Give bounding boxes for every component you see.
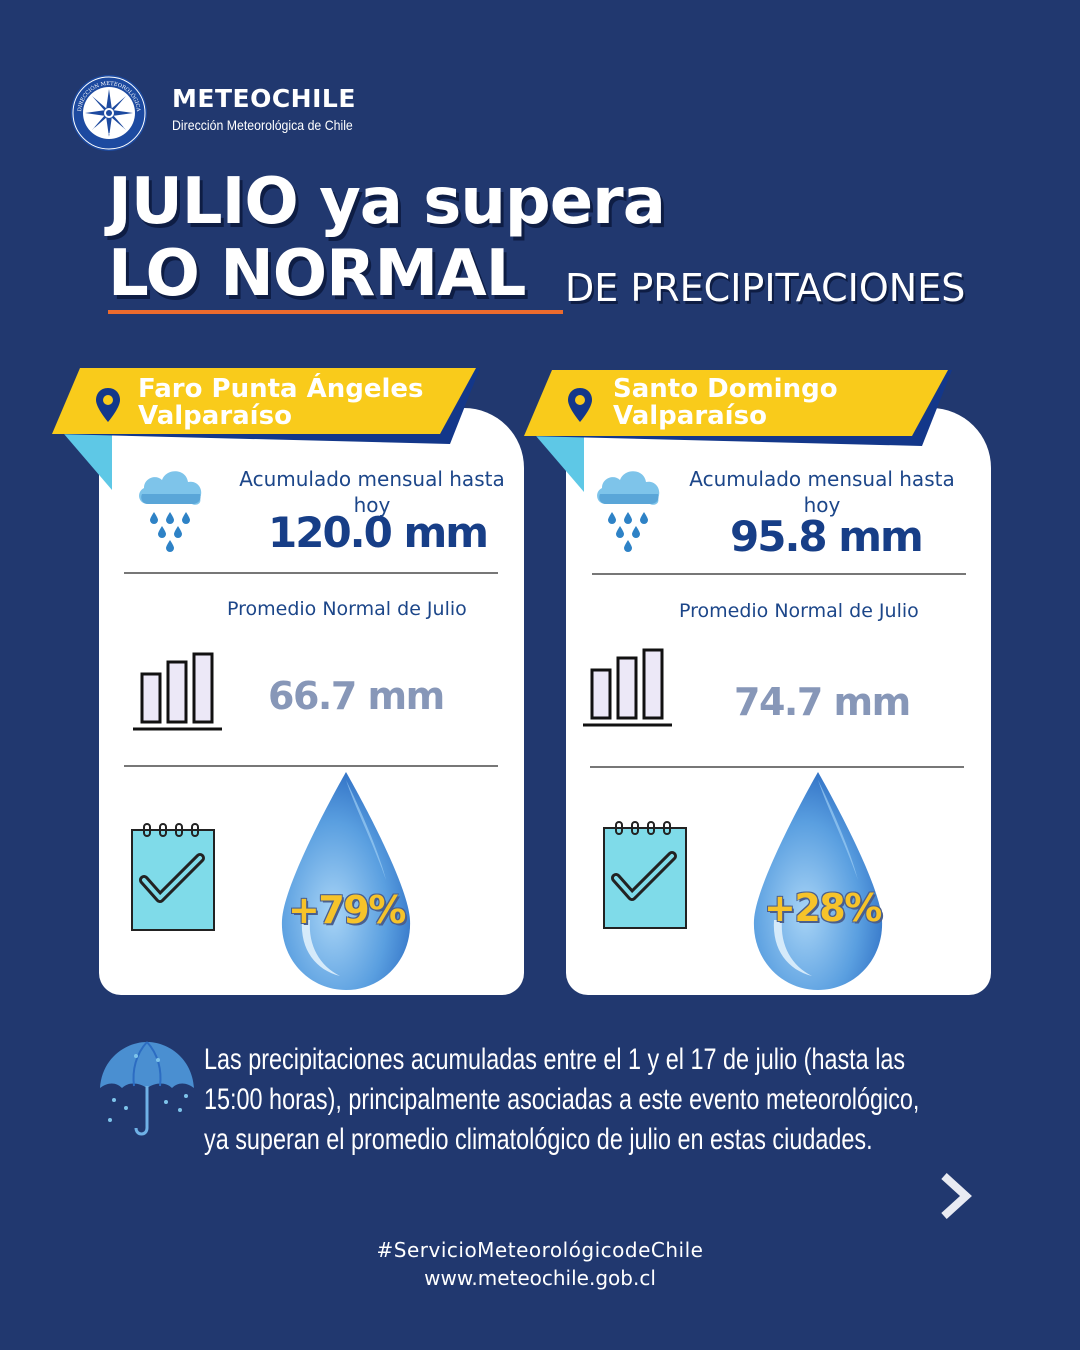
- percent-above-normal: +28%: [764, 886, 882, 930]
- checklist-icon: [131, 823, 215, 931]
- brand-subtitle: Dirección Meteorológica de Chile: [172, 117, 353, 133]
- normal-average-value: 74.7 mm: [734, 680, 911, 724]
- bar-chart-icon: [583, 648, 672, 727]
- divider: [124, 765, 498, 767]
- ribbon-right: [524, 370, 952, 492]
- divider: [590, 766, 964, 768]
- headline-underline: [108, 310, 563, 314]
- water-drop-icon: [753, 772, 883, 990]
- accumulated-value: 95.8 mm: [730, 512, 924, 561]
- checklist-icon: [603, 821, 687, 929]
- meteochile-logo-seal: DIRECCIÓN METEOROLÓGICA METEOCHILE: [70, 74, 148, 152]
- summary-line-2: 15:00 horas), principalmente asociadas a…: [204, 1083, 920, 1116]
- accumulated-label: Acumulado mensual hasta hoy: [689, 467, 955, 517]
- divider: [124, 572, 498, 574]
- normal-average-value: 66.7 mm: [268, 674, 445, 718]
- headline-line-2-bold: LO NORMAL: [108, 237, 526, 311]
- hashtag: #ServicioMeteorológicodeChile: [376, 1238, 704, 1262]
- headline-line-2-rest: DE PRECIPITACIONES: [565, 266, 966, 310]
- normal-average-label: Promedio Normal de Julio: [227, 598, 467, 620]
- station-region-line: Valparaíso: [613, 401, 767, 431]
- divider: [592, 573, 966, 575]
- normal-average-label: Promedio Normal de Julio: [679, 600, 919, 622]
- location-pin-icon: [568, 388, 592, 422]
- brand-block: METEOCHILE Dirección Meteorológica de Ch…: [172, 84, 377, 133]
- rain-cloud-icon: [139, 471, 202, 552]
- station-name: Faro Punta Ángeles Valparaíso: [138, 376, 424, 430]
- bar-chart-icon: [133, 652, 222, 731]
- station-name-line: Santo Domingo: [613, 374, 838, 404]
- water-drop-icon: [281, 772, 411, 990]
- accumulated-label: Acumulado mensual hasta hoy: [239, 467, 505, 517]
- headline-line-1: JULIO ya supera: [108, 165, 666, 239]
- summary-paragraph: Las precipitaciones acumuladas entre el …: [204, 1040, 994, 1160]
- summary-line-3: ya superan el promedio climatológico de …: [204, 1123, 873, 1156]
- brand-name: METEOCHILE: [172, 84, 356, 113]
- station-name-line: Faro Punta Ángeles: [138, 374, 424, 404]
- ribbon-left: [52, 368, 480, 490]
- station-name: Santo Domingo Valparaíso: [613, 376, 838, 430]
- chevron-right-icon[interactable]: [936, 1170, 976, 1222]
- location-pin-icon: [96, 388, 120, 422]
- summary-line-1: Las precipitaciones acumuladas entre el …: [204, 1043, 906, 1076]
- umbrella-icon: [100, 1041, 194, 1136]
- rain-cloud-icon: [597, 471, 660, 552]
- station-region-line: Valparaíso: [138, 401, 292, 431]
- percent-above-normal: +79%: [288, 888, 406, 932]
- accumulated-value: 120.0 mm: [268, 508, 489, 557]
- website-link[interactable]: www.meteochile.gob.cl: [424, 1266, 656, 1290]
